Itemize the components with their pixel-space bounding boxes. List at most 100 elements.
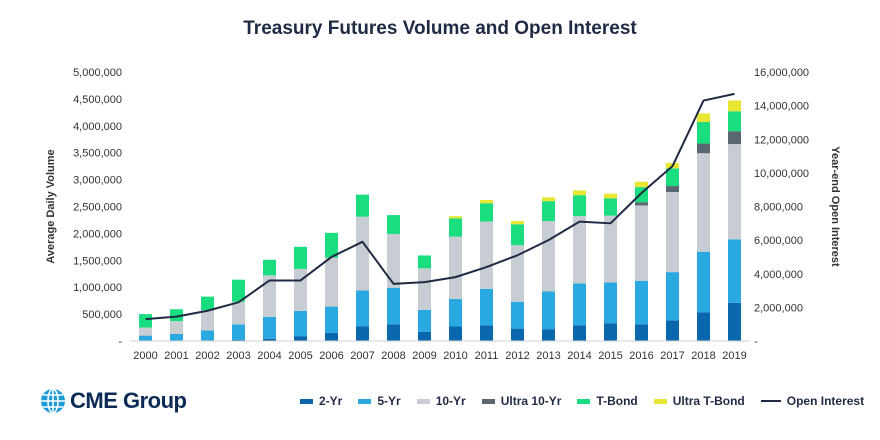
bar-5-yr-2001: [170, 334, 183, 341]
x-tick-label: 2015: [598, 350, 622, 362]
bar-ultra-10-yr-2018: [697, 143, 710, 154]
bar-10-yr-2008: [387, 233, 400, 288]
legend-label: T-Bond: [596, 394, 638, 408]
legend-item-2-yr: 2-Yr: [300, 394, 342, 408]
bar-2-yr-2011: [480, 325, 493, 341]
bar-ultra-t-bond-2012: [511, 221, 524, 225]
x-tick-label: 2016: [629, 350, 653, 362]
legend-swatch: [300, 398, 313, 404]
bar-10-yr-2010: [449, 236, 462, 300]
logo-text: CME Group: [70, 388, 187, 413]
bar-5-yr-2005: [294, 310, 307, 337]
legend-item-t-bond: T-Bond: [577, 394, 638, 408]
x-tick-label: 2007: [350, 350, 374, 362]
bar-t-bond-2003: [232, 279, 245, 302]
bar-t-bond-2000: [139, 314, 152, 328]
x-tick-label: 2010: [443, 350, 467, 362]
bar-5-yr-2006: [325, 306, 338, 333]
bar-ultra-t-bond-2013: [542, 197, 555, 202]
x-tick-label: 2009: [412, 350, 436, 362]
x-tick-label: 2003: [226, 350, 250, 362]
legend-label: 2-Yr: [319, 394, 343, 408]
bar-10-yr-2007: [356, 216, 369, 291]
bar-10-yr-2005: [294, 268, 307, 311]
bar-2-yr-2004: [263, 338, 276, 341]
legend-swatch: [653, 398, 667, 404]
x-tick-label: 2012: [505, 350, 529, 362]
bar-ultra-10-yr-2016: [635, 202, 648, 206]
x-tick-label: 2018: [691, 350, 715, 362]
bar-10-yr-2016: [635, 205, 648, 281]
bar-10-yr-2009: [418, 268, 431, 310]
bar-t-bond-2014: [573, 195, 586, 217]
y-axis-title: Average Daily Volume: [45, 149, 57, 263]
y-tick-label: 3,500,000: [73, 148, 122, 160]
bar-t-bond-2011: [480, 203, 493, 222]
bar-2-yr-2008: [387, 324, 400, 341]
bar-5-yr-2018: [697, 251, 710, 313]
chart-legend: 2-Yr 5-Yr 10-Yr Ultra 10-Yr T-Bond Ultra T-Bo…: [300, 394, 864, 408]
y2-tick-label: 10,000,000: [754, 168, 809, 180]
x-tick-label: 2013: [536, 350, 560, 362]
x-tick-label: 2001: [164, 350, 188, 362]
legend-label: Ultra T-Bond: [672, 394, 745, 408]
x-tick-label: 2005: [288, 350, 312, 362]
bar-5-yr-2010: [449, 299, 462, 327]
x-tick-label: 2000: [133, 350, 157, 362]
bar-10-yr-2003: [232, 301, 245, 325]
bar-2-yr-2007: [356, 326, 369, 341]
bar-10-yr-2014: [573, 216, 586, 284]
legend-item-ultra-t-bond: Ultra T-Bond: [653, 394, 745, 408]
bar-5-yr-2019: [728, 239, 741, 303]
bar-t-bond-2013: [542, 201, 555, 222]
bar-10-yr-2004: [263, 275, 276, 317]
bar-5-yr-2007: [356, 290, 369, 327]
bar-10-yr-2017: [666, 191, 679, 273]
y-tick-label: 2,500,000: [73, 202, 122, 214]
y-tick-label: 5,000,000: [73, 67, 122, 79]
x-tick-label: 2011: [475, 350, 499, 362]
bar-2-yr-2018: [697, 312, 710, 341]
bar-5-yr-2002: [201, 330, 214, 341]
bar-2-yr-2012: [511, 328, 524, 341]
y2-tick-label: 14,000,000: [754, 101, 809, 113]
bar-2-yr-2013: [542, 329, 555, 341]
bar-ultra-t-bond-2018: [697, 113, 710, 123]
chart-title: Treasury Futures Volume and Open Interes…: [243, 18, 637, 39]
x-tick-label: 2006: [319, 350, 343, 362]
bar-5-yr-2004: [263, 316, 276, 339]
x-tick-label: 2019: [722, 350, 746, 362]
bar-t-bond-2006: [325, 232, 338, 258]
bar-t-bond-2008: [387, 215, 400, 234]
bar-5-yr-2016: [635, 280, 648, 325]
legend-swatch: [760, 400, 781, 402]
legend-item-10-yr: 10-Yr: [416, 394, 466, 408]
bar-5-yr-2000: [139, 335, 152, 341]
y-tick-label: -: [118, 336, 122, 348]
bar-10-yr-2012: [511, 245, 524, 302]
bar-10-yr-2006: [325, 257, 338, 307]
bar-5-yr-2003: [232, 324, 245, 340]
bar-5-yr-2009: [418, 309, 431, 332]
globe-icon: [41, 388, 65, 414]
bar-10-yr-2018: [697, 153, 710, 252]
bar-5-yr-2011: [480, 288, 493, 326]
bar-ultra-t-bond-2015: [604, 193, 617, 199]
y2-tick-label: 16,000,000: [754, 67, 809, 79]
legend-label: 5-Yr: [377, 394, 401, 408]
bar-2-yr-2005: [294, 336, 307, 341]
x-tick-label: 2017: [660, 350, 684, 362]
y2-axis-title: Year-end Open Interest: [829, 146, 841, 267]
bar-t-bond-2012: [511, 224, 524, 246]
y-tick-label: 1,500,000: [73, 255, 122, 267]
y2-tick-label: 12,000,000: [754, 134, 809, 146]
cme-group-logo: CME Group: [40, 388, 187, 414]
bar-10-yr-2001: [170, 321, 183, 335]
bar-5-yr-2012: [511, 301, 524, 329]
x-tick-label: 2002: [195, 350, 219, 362]
y-tick-label: 1,000,000: [73, 282, 122, 294]
legend-swatch: [358, 398, 372, 404]
bar-5-yr-2008: [387, 287, 400, 325]
y2-tick-label: 6,000,000: [754, 235, 803, 247]
